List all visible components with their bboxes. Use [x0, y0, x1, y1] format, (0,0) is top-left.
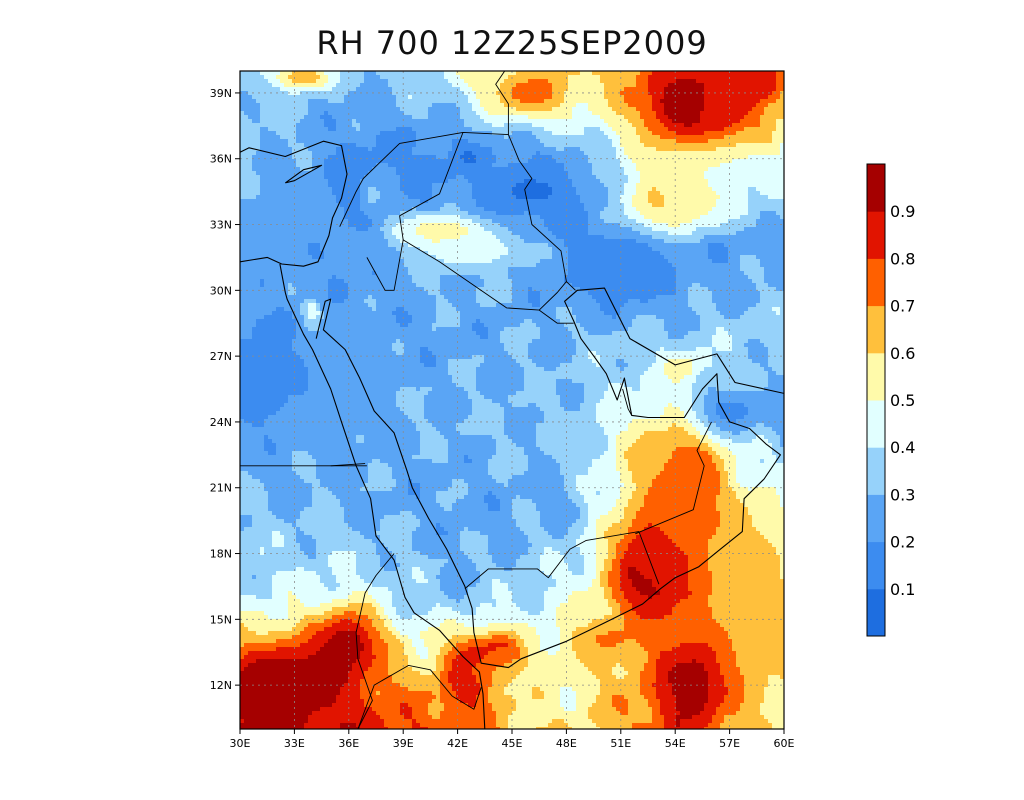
rh-contour-band: [240, 111, 748, 535]
colorbar-label: 0.8: [890, 249, 915, 268]
axes: 30E 33E 36E 39E 42E 45E 48E 51E 54E 57E 60E 12N 15N 1…: [210, 87, 795, 750]
x-tick-label: 51E: [610, 737, 631, 750]
country-border: [330, 463, 366, 467]
y-tick-label: 15N: [210, 613, 232, 626]
country-border: [399, 132, 464, 240]
y-tick-label: 33N: [210, 219, 232, 232]
y-tick-label: 12N: [210, 679, 232, 692]
coastline: [284, 164, 323, 184]
x-tick-label: 33E: [284, 737, 305, 750]
colorbar-swatch: [867, 494, 885, 543]
colorbar-label: 0.2: [890, 533, 915, 552]
y-tick-label: 30N: [210, 284, 232, 297]
x-tick-label: 57E: [719, 737, 740, 750]
chart-title: RH 700 12Z25SEP2009: [316, 24, 708, 62]
country-border: [538, 309, 574, 324]
country-border: [622, 388, 633, 416]
country-border: [464, 531, 660, 589]
colorbar-swatch: [867, 211, 885, 259]
map-outlines: [240, 71, 784, 729]
colorbar-swatch: [867, 400, 885, 448]
rh-contour-band: [240, 71, 776, 729]
colorbar-label: 0.5: [890, 391, 915, 410]
x-tick-label: 60E: [774, 737, 795, 750]
colorbar: 0.1 0.2 0.3 0.4 0.5 0.6 0.7 0.8 0.9: [866, 163, 915, 637]
x-tick-label: 48E: [556, 737, 577, 750]
y-tick-label: 36N: [210, 153, 232, 166]
x-tick-label: 30E: [230, 737, 251, 750]
colorbar-label: 0.9: [890, 202, 915, 221]
x-tick-label: 36E: [338, 737, 359, 750]
country-border: [635, 421, 712, 535]
colorbar-label: 0.7: [890, 297, 915, 316]
coastline: [315, 287, 784, 669]
rh-contour-band: [240, 71, 784, 603]
coastline: [279, 263, 486, 729]
x-tick-label: 42E: [447, 737, 468, 750]
colorbar-swatch: [867, 305, 885, 354]
y-tick-label: 21N: [210, 482, 232, 495]
rh-contour-band: [240, 79, 708, 729]
country-border: [357, 664, 453, 729]
colorbar-swatch: [867, 352, 885, 401]
x-tick-label: 39E: [393, 737, 414, 750]
country-border: [507, 134, 567, 282]
y-tick-label: 39N: [210, 87, 232, 100]
rh-contour-band: [460, 151, 552, 199]
colorbar-label: 0.6: [890, 344, 915, 363]
rh-contour-band: [240, 71, 784, 619]
country-border: [355, 553, 395, 729]
y-tick-label: 27N: [210, 350, 232, 363]
country-border: [366, 239, 576, 311]
colorbar-swatch: [867, 588, 885, 637]
x-tick-label: 54E: [665, 737, 686, 750]
colorbar-label: 0.4: [890, 438, 915, 457]
y-tick-label: 24N: [210, 416, 232, 429]
colorbar-swatch: [867, 447, 885, 495]
colorbar-label: 0.1: [890, 580, 915, 599]
coastline: [240, 140, 348, 267]
colorbar-swatch: [867, 258, 885, 307]
rh-contour-band: [240, 71, 784, 729]
colorbar-swatch: [867, 164, 885, 212]
colorbar-frame: [866, 163, 886, 637]
colorbar-label: 0.3: [890, 485, 915, 504]
country-border: [451, 687, 482, 710]
y-tick-label: 18N: [210, 548, 232, 561]
colorbar-swatch: [867, 541, 885, 590]
x-tick-label: 45E: [502, 737, 523, 750]
rh-contour-band: [240, 71, 784, 729]
